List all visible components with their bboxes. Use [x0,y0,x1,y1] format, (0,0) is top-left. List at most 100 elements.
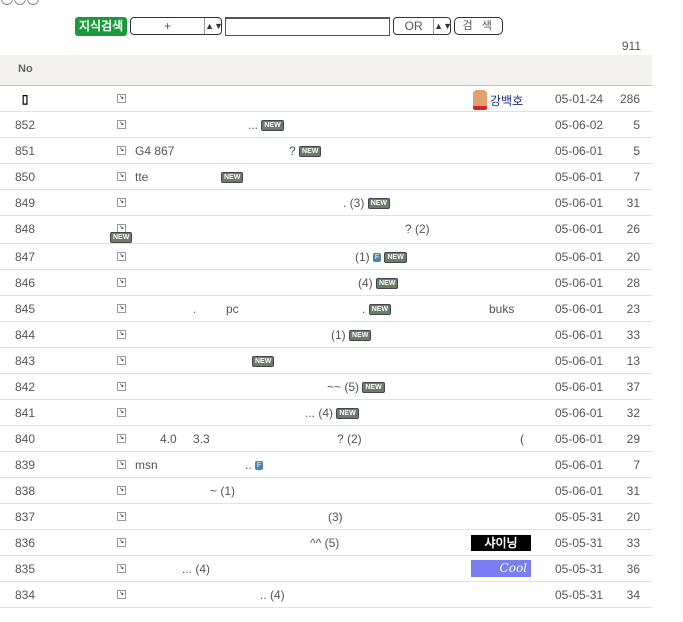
date: 05-06-01 [555,406,604,420]
post-number: 842 [14,380,36,394]
operator-select[interactable]: OR ▲▼ [393,17,452,35]
post-title[interactable]: .. (4) [260,588,285,602]
post-title[interactable]: NEW [221,170,244,184]
table-row[interactable]: 835 ↘ ... (4) Cool 05-05-31 36 [0,556,652,582]
post-title[interactable]: . [193,302,197,316]
views: 36 [626,562,640,576]
arrow-icon: ↘ [117,94,126,103]
post-title[interactable]: 4.0 [160,432,177,446]
table-row[interactable]: 840 ↘ 4.0 3.3 ? (2) (05-06-01 29 [0,426,652,452]
author-image[interactable]: Cool [471,560,531,577]
date: 05-05-31 [555,562,604,576]
table-row[interactable]: 844 ↘ (1) NEW 05-06-01 33 [0,322,652,348]
post-title[interactable]: . NEW [362,302,392,316]
post-title[interactable]: ... (4) [182,562,211,576]
post-title[interactable]: .. F [245,458,264,472]
date: 05-06-01 [555,302,604,316]
new-badge-icon: NEW [110,232,133,243]
table-row[interactable]: 852 ↘ ... NEW 05-06-02 5 [0,112,652,138]
search-field-select[interactable]: + ▲▼ [130,17,223,35]
post-title[interactable]: . (3) NEW [343,196,391,210]
author[interactable]: 강백호 [490,94,524,108]
table-row[interactable]: 843 ↘ NEW 05-06-01 13 [0,348,652,374]
table-row[interactable]: 838 ↘ ~ (1) 05-06-01 31 [0,478,652,504]
post-title[interactable]: ~ (1) [210,484,236,498]
post-title[interactable]: (1) F NEW [355,250,407,264]
post-list: ▯ ↘ 강백호 05-01-24 286 852 ↘ ... NEW 05-06-02… [0,86,652,608]
date: 05-06-01 [555,354,604,368]
date: 05-06-01 [555,484,604,498]
window-button-icon[interactable] [27,0,39,5]
arrow-icon: ↘ [117,486,126,495]
views: 286 [619,92,640,106]
search-label: 지식검색 [75,16,128,36]
post-title[interactable]: msn [135,458,158,472]
table-row[interactable]: 848 ↘? (2) NEW 05-06-01 26 [0,216,652,244]
author-image[interactable]: 샤이닝 [471,535,531,551]
post-title[interactable]: G4 867 [135,144,175,158]
post-number: 843 [14,354,36,368]
post-title[interactable]: (3) [328,510,343,524]
new-badge-icon: NEW [299,146,322,158]
post-title[interactable]: ? (2) [405,222,430,236]
post-title[interactable]: 3.3 [193,432,210,446]
table-row[interactable]: 849 ↘ . (3) NEW 05-06-01 31 [0,190,652,216]
table-row[interactable]: 851 ↘ G4 867 ? NEW 05-06-01 5 [0,138,652,164]
new-badge-icon: NEW [376,278,399,290]
notice-row[interactable]: ▯ ↘ 강백호 05-01-24 286 [0,86,652,112]
date: 05-05-31 [555,536,604,550]
table-row[interactable]: 846 ↘ (4) NEW 05-06-01 28 [0,270,652,296]
table-row[interactable]: 839 ↘ msn .. F 05-06-01 7 [0,452,652,478]
post-title[interactable]: ? NEW [289,144,322,158]
table-row[interactable]: 847 ↘ (1) F NEW 05-06-01 20 [0,244,652,270]
post-number: 839 [14,458,36,472]
arrow-icon: ↘ [117,460,126,469]
date: 05-06-01 [555,250,604,264]
post-title[interactable]: (4) NEW [358,276,399,290]
post-title[interactable]: ... NEW [248,118,284,132]
arrow-icon: ↘ [117,278,126,287]
arrow-icon: ↘ [117,304,126,313]
arrow-icon: ↘ [117,330,126,339]
table-row[interactable]: 834 ↘ .. (4) 05-05-31 34 [0,582,652,608]
author[interactable]: ( [520,432,524,446]
date: 05-06-01 [555,144,604,158]
post-number: 838 [14,484,36,498]
table-row[interactable]: 841 ↘ ... (4) NEW 05-06-01 32 [0,400,652,426]
views: 13 [626,354,640,368]
post-title[interactable]: ^^ (5) [310,536,340,550]
total-count: 911 [621,39,641,53]
views: 5 [633,144,640,158]
table-row[interactable]: 845 ↘. pc . NEW buks 05-06-01 23 [0,296,652,322]
table-row[interactable]: 837 ↘ (3) 05-05-31 20 [0,504,652,530]
search-input[interactable] [225,16,391,36]
post-title[interactable]: pc [226,302,239,316]
post-title[interactable]: ~~ (5) NEW [327,380,385,394]
post-title[interactable]: NEW [252,354,275,368]
table-row[interactable]: 850 ↘ tte NEW 05-06-01 7 [0,164,652,190]
table-row[interactable]: 842 ↘ ~~ (5) NEW 05-06-01 37 [0,374,652,400]
window-button-icon[interactable] [1,0,13,5]
new-badge-icon: NEW [362,382,385,394]
date: 05-06-02 [555,118,604,132]
new-badge-icon: NEW [221,172,244,184]
post-title[interactable]: (1) NEW [331,328,372,342]
date: 05-06-01 [555,458,604,472]
post-number: 846 [14,276,36,290]
arrow-icon: ↘ [117,120,126,129]
window-button-icon[interactable] [14,0,26,5]
post-title[interactable]: tte [135,170,149,184]
post-title[interactable]: ? (2) [337,432,362,446]
arrow-icon: ↘ [117,198,126,207]
arrow-icon: ↘ [117,252,126,261]
arrow-icon: ↘ [117,382,126,391]
post-number: 844 [14,328,36,342]
post-number: 847 [14,250,36,264]
author[interactable]: buks [489,302,515,316]
post-title[interactable]: ... (4) NEW [305,406,359,420]
arrow-icon: ↘ [117,434,126,443]
date: 05-05-31 [555,588,604,602]
table-row[interactable]: 836 ↘ ^^ (5) 샤이닝 05-05-31 33 [0,530,652,556]
search-button[interactable]: 검 색 [454,17,504,35]
updown-arrow-icon: ▲▼ [204,18,223,34]
